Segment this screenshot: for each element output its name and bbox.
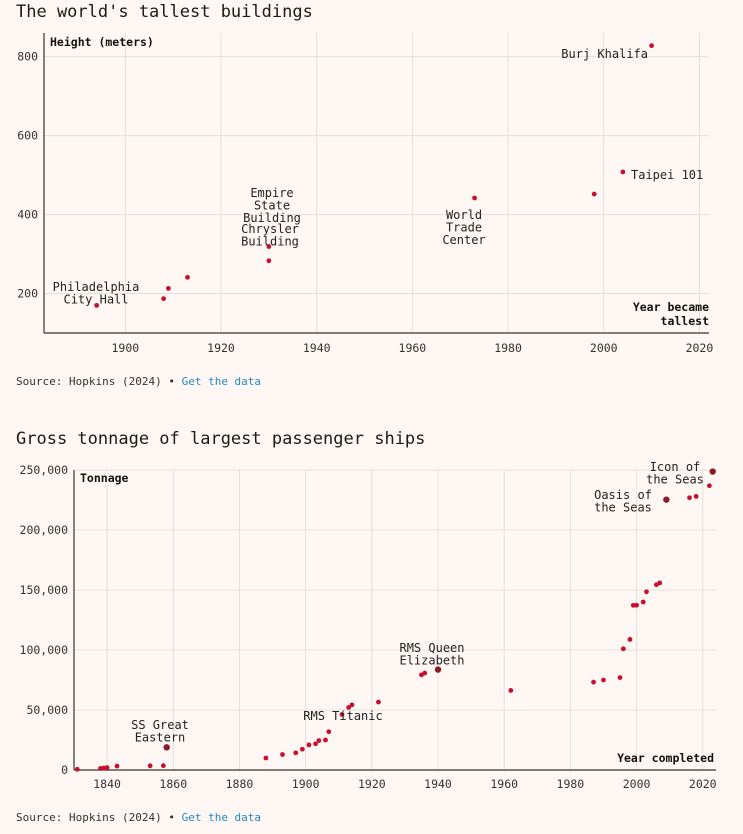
y-axis-title: Height (meters): [50, 35, 154, 49]
data-point: [74, 766, 80, 772]
y-tick-label: 50,000: [26, 703, 68, 717]
data-point: [323, 737, 328, 743]
x-tick-label: 1900: [111, 341, 139, 355]
y-tick-label: 150,000: [20, 583, 69, 597]
y-tick-label: 200: [17, 287, 38, 301]
data-point: [376, 699, 381, 705]
data-point: [280, 752, 285, 757]
data-point: [147, 763, 153, 769]
annotation-label: RMS Queen Elizabeth: [399, 641, 464, 668]
y-tick-label: 800: [17, 50, 38, 64]
x-tick-label: 1940: [303, 341, 331, 355]
y-tick-label: 600: [17, 129, 38, 143]
data-point: [94, 302, 100, 308]
data-point: [591, 191, 597, 197]
data-point: [161, 296, 167, 302]
annotation-label: World Trade Center: [442, 208, 485, 247]
chart1-source: Source: Hopkins (2024) • Get the data: [16, 375, 261, 388]
data-point: [114, 763, 120, 769]
x-tick-label: 1980: [557, 777, 585, 791]
chart1-source-text: Source: Hopkins (2024) •: [16, 375, 175, 388]
data-point: [601, 677, 606, 683]
chart1-get-data-link[interactable]: Get the data: [181, 375, 262, 388]
data-point: [326, 729, 332, 735]
x-tick-label: 2000: [590, 341, 618, 355]
x-tick-label: 1860: [159, 777, 187, 791]
data-point: [644, 589, 649, 595]
data-point: [627, 637, 633, 642]
x-axis-title: Year became tallest: [633, 300, 709, 328]
y-tick-label: 250,000: [20, 463, 69, 477]
data-point: [422, 670, 428, 676]
x-tick-label: 1980: [494, 341, 522, 355]
data-point: [104, 765, 110, 770]
annotation-label: Taipei 101: [631, 168, 703, 182]
annotation-label: SS Great Eastern: [131, 718, 189, 745]
chart2-get-data-link[interactable]: Get the data: [181, 811, 262, 824]
data-point: [349, 702, 355, 708]
annotation-label: Oasis of the Seas: [594, 488, 652, 515]
chart2-source-text: Source: Hopkins (2024) •: [16, 811, 175, 824]
highlighted-data-point: [163, 744, 170, 751]
data-point: [165, 285, 171, 291]
data-point: [472, 195, 477, 201]
y-tick-label: 400: [17, 208, 38, 222]
data-point: [313, 741, 318, 747]
annotation-label: Chrysler Building: [241, 222, 299, 249]
data-point: [339, 712, 345, 717]
data-point: [657, 580, 663, 586]
y-axis-title: Tonnage: [80, 471, 129, 485]
highlighted-data-point: [709, 468, 716, 475]
chart2-title: Gross tonnage of largest passenger ships: [16, 429, 426, 449]
data-point: [185, 274, 190, 280]
x-tick-label: 2020: [686, 341, 714, 355]
x-tick-label: 1940: [424, 777, 452, 791]
data-point: [346, 705, 352, 710]
y-tick-label: 0: [61, 763, 68, 777]
x-tick-label: 2000: [623, 777, 651, 791]
x-tick-label: 1880: [226, 777, 254, 791]
annotation-label: Empire State Building: [243, 186, 301, 225]
data-point: [160, 763, 166, 769]
data-point: [306, 742, 312, 748]
data-point: [634, 602, 639, 608]
data-point: [316, 738, 322, 743]
data-point: [293, 750, 299, 756]
chart2-svg: 1840 1860 1880 1900 1920 1940 1960 1980 2000 2020…: [20, 460, 717, 791]
x-tick-label: 1920: [358, 777, 386, 791]
data-point: [266, 258, 272, 264]
x-tick-label: 1920: [207, 341, 235, 355]
chart1-title: The world's tallest buildings: [16, 2, 313, 22]
data-point: [263, 755, 269, 761]
annotation-label: Philadelphia City Hall: [53, 280, 140, 307]
chart1-svg: 1900 1920 1940 1960 1980 2000 2020 200 400 600 800…: [17, 33, 714, 355]
x-tick-label: 1900: [292, 777, 320, 791]
y-tick-label: 100,000: [20, 643, 69, 657]
data-point: [617, 675, 623, 680]
x-axis-title: Year completed: [617, 751, 714, 765]
data-point: [508, 688, 514, 693]
data-point: [591, 679, 596, 685]
x-tick-label: 2020: [689, 777, 717, 791]
data-point: [706, 483, 712, 489]
data-point: [620, 646, 626, 652]
highlighted-data-point: [434, 666, 442, 673]
data-point: [620, 169, 626, 175]
data-point: [693, 494, 699, 499]
data-point: [649, 43, 654, 49]
data-point: [687, 495, 692, 501]
data-point: [299, 746, 305, 752]
y-tick-label: 200,000: [20, 523, 69, 537]
annotation-label: RMS Titanic: [303, 709, 382, 723]
x-tick-label: 1960: [490, 777, 518, 791]
highlighted-data-point: [663, 496, 670, 503]
x-tick-label: 1960: [399, 341, 427, 355]
x-tick-label: 1840: [93, 777, 121, 791]
chart2-source: Source: Hopkins (2024) • Get the data: [16, 811, 261, 824]
data-point: [640, 599, 646, 605]
data-point: [266, 244, 272, 249]
annotation-label: Icon of the Seas: [646, 460, 704, 487]
annotation-label: Burj Khalifa: [561, 47, 648, 61]
